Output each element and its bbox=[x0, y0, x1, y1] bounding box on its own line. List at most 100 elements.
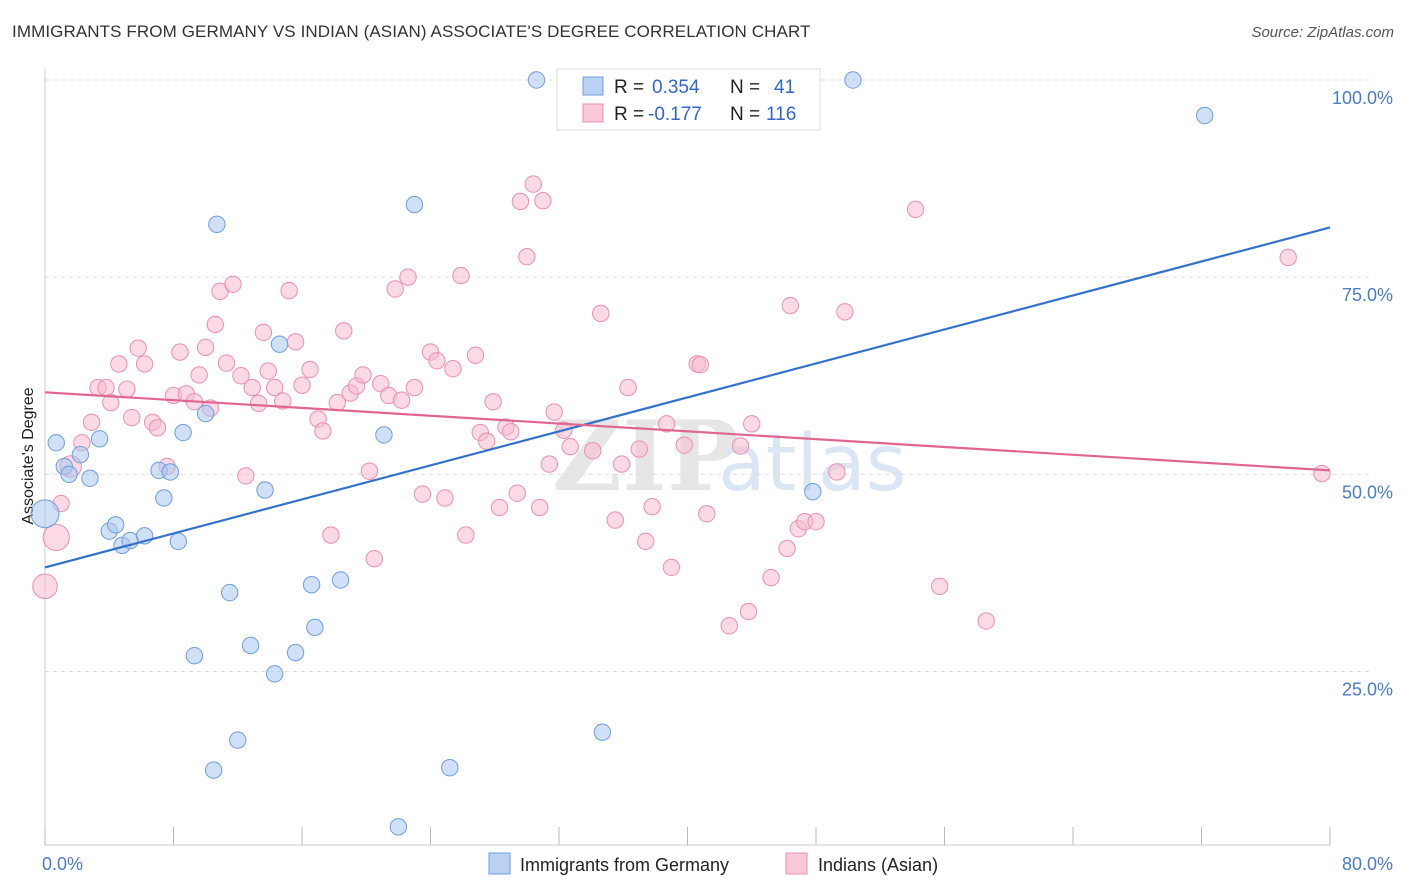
indian-asian-point bbox=[280, 281, 298, 300]
indian-asian-point bbox=[42, 523, 70, 552]
indian-asian-point bbox=[118, 380, 136, 398]
germany-point bbox=[441, 759, 459, 777]
indian-asian-point bbox=[1279, 248, 1297, 267]
germany-point bbox=[71, 445, 90, 464]
indian-asian-point bbox=[606, 511, 624, 529]
indian-asian-point bbox=[444, 359, 462, 378]
indian-asian-point bbox=[405, 378, 424, 397]
indian-asian-point bbox=[906, 200, 925, 219]
indian-asian-point bbox=[637, 532, 655, 551]
legend-r-label-indian-asian: R = bbox=[614, 104, 644, 125]
indian-asian-point bbox=[135, 355, 154, 373]
y-axis-tick-labels: 25.0% 50.0% 75.0% 100.0% bbox=[1332, 88, 1393, 699]
indian-asian-point bbox=[249, 394, 268, 413]
germany-point bbox=[196, 404, 215, 423]
indian-asian-point bbox=[436, 489, 454, 507]
germany-point bbox=[844, 71, 862, 89]
indian-asian-point bbox=[232, 367, 250, 385]
indian-asian-point bbox=[466, 346, 485, 364]
germany-point bbox=[241, 636, 260, 655]
indian-asian-point bbox=[743, 415, 761, 433]
indian-asian-point bbox=[828, 463, 846, 481]
indian-asian-point bbox=[259, 362, 277, 380]
indian-asian-point bbox=[561, 438, 579, 456]
indian-asian-point bbox=[335, 322, 353, 340]
indian-asian-point bbox=[781, 296, 799, 315]
indian-asian-point bbox=[190, 366, 208, 384]
indian-asian-point bbox=[584, 441, 602, 460]
indian-asian-point bbox=[457, 526, 475, 544]
indian-asian-point bbox=[657, 415, 676, 433]
indian-asian-point bbox=[1313, 464, 1331, 483]
germany-point bbox=[208, 215, 226, 234]
indian-asian-point bbox=[452, 266, 470, 285]
indian-asian-point bbox=[739, 602, 758, 621]
legend-r-label-germany: R = bbox=[614, 77, 644, 98]
germany-point bbox=[1196, 106, 1214, 125]
germany-point bbox=[375, 426, 393, 444]
indian-asian-point bbox=[286, 333, 305, 351]
indian-asian-point bbox=[354, 366, 372, 384]
indian-asian-point bbox=[265, 378, 284, 397]
indian-asian-point bbox=[274, 392, 292, 410]
indian-asian-point bbox=[386, 280, 404, 298]
legend-n-value-indian-asian: 116 bbox=[766, 104, 796, 125]
watermark: ZIP atlas bbox=[552, 400, 907, 513]
source-label: Source: ZipAtlas.com bbox=[1251, 24, 1394, 41]
gridlines bbox=[45, 79, 1370, 672]
indian-asian-point bbox=[413, 485, 432, 503]
germany-point bbox=[593, 723, 612, 741]
legend-r-value-germany: 0.354 bbox=[652, 77, 700, 98]
indian-asian-point bbox=[836, 303, 854, 321]
germany-point bbox=[302, 576, 321, 594]
indian-asian-point bbox=[675, 436, 693, 454]
indian-asian-point bbox=[511, 192, 530, 211]
germany-point bbox=[286, 643, 305, 662]
indian-asian-point bbox=[102, 393, 120, 412]
indian-asian-point bbox=[97, 378, 115, 397]
indian-asian-point bbox=[524, 175, 542, 193]
germany-point bbox=[174, 423, 192, 442]
germany-point bbox=[331, 571, 350, 589]
y-tick-label: 25.0% bbox=[1342, 679, 1393, 699]
x-axis-ticks bbox=[44, 827, 1331, 845]
y-axis-label: Associate's Degree bbox=[20, 387, 37, 524]
germany-point bbox=[169, 532, 188, 551]
chart-title: IMMIGRANTS FROM GERMANY VS INDIAN (ASIAN… bbox=[12, 22, 811, 41]
germany-point bbox=[81, 469, 99, 487]
germany-point bbox=[185, 647, 204, 665]
series-indian-asian-points bbox=[32, 175, 1331, 635]
indian-asian-point bbox=[293, 376, 311, 394]
germany-point bbox=[229, 731, 247, 749]
indian-asian-point bbox=[148, 419, 167, 437]
germany-point bbox=[60, 465, 78, 484]
trend-line-indian-asian bbox=[44, 391, 1331, 472]
germany-point bbox=[221, 583, 239, 602]
indian-asian-point bbox=[217, 354, 236, 372]
legend-r-value-indian-asian: -0.177 bbox=[648, 104, 702, 125]
bottom-legend-swatch-indian-asian bbox=[785, 852, 808, 875]
indian-asian-point bbox=[32, 573, 58, 600]
indian-asian-point bbox=[930, 577, 949, 596]
indian-asian-point bbox=[110, 355, 128, 373]
trend-line-germany bbox=[44, 226, 1331, 569]
indian-asian-point bbox=[478, 432, 496, 450]
legend-n-value-germany: 41 bbox=[774, 77, 795, 98]
germany-point bbox=[256, 481, 274, 499]
legend-swatch-germany bbox=[582, 76, 604, 96]
legend-swatch-indian-asian bbox=[582, 103, 604, 123]
indian-asian-point bbox=[977, 612, 995, 630]
germany-point bbox=[90, 430, 109, 448]
indian-asian-point bbox=[428, 352, 446, 370]
indian-asian-point bbox=[612, 455, 631, 473]
germany-point bbox=[47, 434, 65, 452]
indian-asian-point bbox=[508, 484, 526, 502]
germany-point bbox=[527, 71, 546, 89]
germany-point bbox=[405, 195, 424, 214]
y-tick-label: 75.0% bbox=[1342, 285, 1393, 305]
germany-point bbox=[30, 499, 60, 529]
germany-point bbox=[270, 335, 289, 353]
indian-asian-point bbox=[619, 378, 637, 397]
indian-asian-point bbox=[82, 413, 101, 431]
y-tick-label: 50.0% bbox=[1342, 482, 1393, 502]
